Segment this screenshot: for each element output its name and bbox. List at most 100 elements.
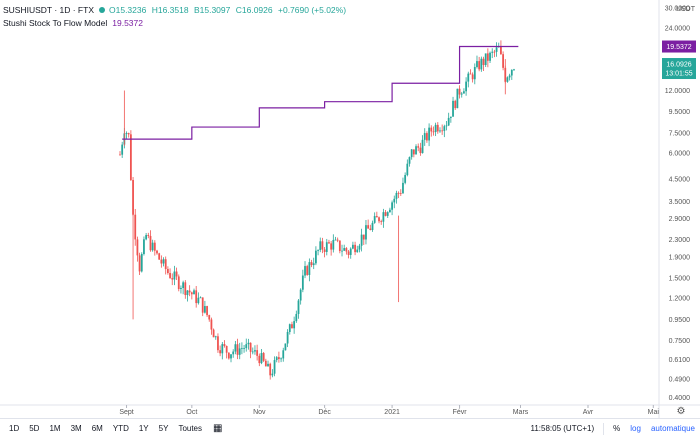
price-tick-label: 0.4900 bbox=[669, 377, 691, 384]
candle bbox=[258, 353, 261, 367]
symbol-legend[interactable]: SUSHIUSDT · 1D · FTX O15.3236 H16.3518 B… bbox=[3, 5, 349, 15]
candle bbox=[317, 249, 319, 256]
time-axis[interactable]: Sept Oct Nov Déc 2021 Févr Mars Avr Mai ⚙ bbox=[119, 405, 686, 417]
date-range-icon[interactable]: ▦ bbox=[213, 423, 223, 434]
candle bbox=[399, 189, 402, 196]
candle bbox=[127, 132, 130, 138]
candle bbox=[297, 299, 300, 319]
candle bbox=[138, 252, 141, 275]
candle bbox=[360, 228, 363, 252]
bottom-toolbar: 1D 5D 1M 3M 6M YTD 1Y 5Y Toutes ▦ 11:58:05 (UTC+… bbox=[0, 418, 700, 438]
currency-label: USDT bbox=[676, 6, 696, 13]
candles-layer bbox=[119, 40, 515, 380]
candle bbox=[436, 122, 439, 134]
candle bbox=[262, 351, 265, 363]
candle bbox=[280, 357, 282, 363]
candle bbox=[328, 239, 330, 244]
candle bbox=[291, 321, 293, 329]
candle bbox=[199, 296, 202, 299]
ohlc-change: +0.7690 (+5.02%) bbox=[278, 5, 347, 15]
candle bbox=[369, 224, 372, 231]
timeframe-3m[interactable]: 3M bbox=[70, 424, 82, 433]
auto-scale-toggle[interactable]: automatique bbox=[650, 424, 695, 433]
timeframe-6m[interactable]: 6M bbox=[91, 424, 103, 433]
candle bbox=[175, 267, 178, 281]
timeframe-toutes[interactable]: Toutes bbox=[178, 424, 203, 433]
candle bbox=[299, 288, 302, 305]
candle bbox=[166, 266, 169, 275]
candle bbox=[230, 354, 232, 363]
timeframe-5d[interactable]: 5D bbox=[29, 424, 40, 433]
candle bbox=[489, 51, 491, 63]
candle bbox=[171, 273, 174, 286]
candle bbox=[336, 237, 339, 243]
candle bbox=[473, 63, 476, 85]
timeframe-1d[interactable]: 1D bbox=[9, 424, 20, 433]
candle bbox=[421, 135, 424, 154]
candle bbox=[134, 208, 137, 246]
timeframe-1m[interactable]: 1M bbox=[49, 424, 61, 433]
timeframe-5y[interactable]: 5Y bbox=[158, 424, 169, 433]
candle bbox=[484, 53, 487, 68]
candle bbox=[345, 247, 348, 255]
price-tick-label: 2.9000 bbox=[669, 216, 691, 223]
candle bbox=[177, 274, 180, 292]
ohlc-low: B15.3097 bbox=[193, 5, 231, 15]
s2f-price-label: 19.5372 bbox=[666, 44, 691, 51]
candle bbox=[223, 340, 226, 348]
candle bbox=[502, 51, 505, 71]
candle bbox=[365, 219, 367, 245]
candle bbox=[193, 288, 195, 295]
price-tick-label: 0.4000 bbox=[669, 395, 691, 402]
candle bbox=[410, 148, 413, 160]
timeframe-ytd[interactable]: YTD bbox=[112, 424, 129, 433]
candle bbox=[402, 177, 404, 194]
ohlc-open: O15.3236 bbox=[109, 5, 147, 15]
candle bbox=[378, 216, 380, 224]
candle bbox=[184, 280, 187, 299]
candle bbox=[143, 236, 145, 256]
percent-toggle[interactable]: % bbox=[613, 424, 621, 433]
candle bbox=[391, 200, 393, 216]
candle bbox=[149, 230, 152, 252]
price-tick-label: 9.5000 bbox=[669, 109, 691, 116]
log-toggle[interactable]: log bbox=[630, 424, 641, 433]
price-tick-label: 2.3000 bbox=[669, 237, 691, 244]
candle bbox=[288, 323, 291, 335]
candle bbox=[382, 208, 385, 228]
candle bbox=[356, 245, 359, 253]
clock-display: 11:58:05 (UTC+1) bbox=[530, 424, 595, 433]
candle bbox=[404, 172, 407, 185]
gear-icon[interactable]: ⚙ bbox=[677, 406, 686, 417]
candle bbox=[212, 328, 215, 338]
candle bbox=[145, 232, 148, 241]
candle bbox=[349, 247, 352, 259]
candle bbox=[286, 329, 289, 348]
candle bbox=[354, 241, 356, 256]
candle bbox=[323, 247, 326, 258]
candle bbox=[238, 342, 241, 360]
candle bbox=[208, 314, 211, 322]
candle bbox=[430, 125, 433, 137]
candle bbox=[432, 126, 435, 136]
candle bbox=[160, 255, 163, 268]
time-tick-label: Nov bbox=[253, 409, 266, 416]
candle bbox=[332, 234, 335, 253]
candle bbox=[188, 285, 191, 297]
candle bbox=[469, 69, 472, 75]
candle bbox=[367, 219, 370, 229]
candle bbox=[227, 352, 230, 360]
candle bbox=[480, 56, 483, 72]
candle bbox=[458, 85, 461, 99]
candle bbox=[443, 124, 446, 138]
time-tick-label: Déc bbox=[318, 409, 331, 416]
indicator-legend[interactable]: Stushi Stock To Flow Model 19.5372 bbox=[3, 18, 143, 28]
candle bbox=[330, 241, 333, 256]
price-tick-label: 7.5000 bbox=[669, 130, 691, 137]
candle bbox=[412, 149, 415, 158]
candle bbox=[173, 265, 176, 286]
timeframe-1y[interactable]: 1Y bbox=[138, 424, 149, 433]
